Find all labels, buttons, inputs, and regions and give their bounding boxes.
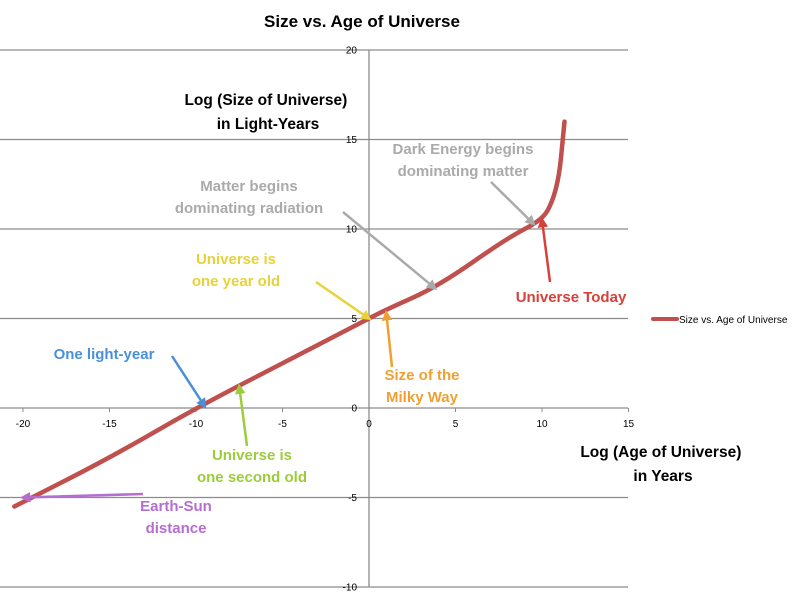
y-tick-label: 10 — [346, 225, 358, 236]
grid — [0, 49, 628, 588]
annotation-line: Milky Way — [386, 389, 459, 406]
chart-title: Size vs. Age of Universe — [264, 12, 460, 31]
annotation-arrow — [342, 211, 438, 291]
legend: Size vs. Age of Universe — [651, 315, 788, 326]
x-axis-label-line-1: Log (Age of Universe) — [580, 444, 741, 461]
annotation-line: distance — [146, 520, 207, 537]
annotation-arrow — [170, 355, 207, 409]
annotation-3: Universe is one year old — [192, 251, 372, 321]
annotation-5: One light-year — [54, 346, 207, 409]
x-tick-label: -20 — [16, 419, 31, 430]
x-tick-label: 10 — [536, 419, 548, 430]
annotation-arrow — [537, 216, 552, 283]
annotation-label: One light-year — [54, 346, 155, 363]
annotation-arrow — [490, 181, 536, 226]
x-tick-label: -10 — [189, 419, 204, 430]
annotation-line: dominating radiation — [175, 200, 323, 217]
annotation-8: Earth-Sun distance — [19, 492, 212, 537]
annotation-label: Universe is one second old — [197, 447, 307, 486]
y-axis-label-line-2: in Light-Years — [217, 116, 320, 133]
legend-label: Size vs. Age of Universe — [679, 315, 788, 326]
y-tick-label: 0 — [351, 404, 357, 415]
y-axis-label-line-1: Log (Size of Universe) — [184, 92, 347, 109]
annotation-6: Size of the Milky Way — [381, 309, 460, 406]
annotation-line: one second old — [197, 469, 307, 486]
annotation-line: Universe is — [196, 251, 276, 268]
annotation-line: dominating matter — [398, 163, 529, 180]
x-tick-label: 5 — [453, 419, 459, 430]
tick-labels: -10 -5 0 5 10 15 20 -20 -15 -10 -5 0 5 10 15 — [16, 46, 635, 594]
annotation-label: Dark Energy begins dominating matter — [393, 141, 534, 180]
series-layer — [12, 119, 567, 509]
annotation-line: one year old — [192, 273, 280, 290]
x-tick-label: 15 — [623, 419, 635, 430]
annotation-label: Matter begins dominating radiation — [175, 178, 323, 217]
series-line — [12, 119, 567, 509]
annotation-arrow — [234, 383, 249, 447]
x-axis-label: Log (Age of Universe) in Years — [580, 444, 745, 485]
annotation-line: Universe Today — [516, 289, 627, 306]
annotation-4: Universe Today — [516, 216, 627, 306]
annotation-1: Dark Energy begins dominating matter — [393, 141, 536, 226]
annotation-label: Earth-Sun distance — [140, 498, 212, 537]
annotation-arrow — [19, 492, 144, 503]
y-tick-label: -10 — [343, 583, 358, 594]
annotation-line: One light-year — [54, 346, 155, 363]
y-axis-label: Log (Size of Universe) in Light-Years — [184, 92, 351, 133]
annotation-line: Matter begins — [200, 178, 298, 195]
annotation-arrow — [315, 280, 372, 321]
x-tick-label: -15 — [102, 419, 117, 430]
annotation-line: Earth-Sun — [140, 498, 212, 515]
y-tick-label: 15 — [346, 135, 358, 146]
annotation-line: Universe is — [212, 447, 292, 464]
x-axis-label-line-2: in Years — [633, 468, 692, 485]
annotation-label: Universe is one year old — [192, 251, 280, 290]
annotation-label: Size of the Milky Way — [384, 367, 459, 406]
annotations: Dark Energy begins dominating matter Matte… — [19, 141, 627, 537]
x-tick-label: 0 — [366, 419, 372, 430]
x-tick-label: -5 — [278, 419, 287, 430]
annotation-line: Dark Energy begins — [393, 141, 534, 158]
y-tick-label: 5 — [351, 314, 357, 325]
y-tick-label: -5 — [348, 493, 357, 504]
annotation-arrow — [381, 309, 394, 368]
annotation-line: Size of the — [384, 367, 459, 384]
y-tick-label: 20 — [346, 46, 358, 57]
annotation-2: Matter begins dominating radiation — [175, 178, 438, 291]
annotation-label: Universe Today — [516, 289, 627, 306]
annotation-7: Universe is one second old — [197, 383, 307, 486]
